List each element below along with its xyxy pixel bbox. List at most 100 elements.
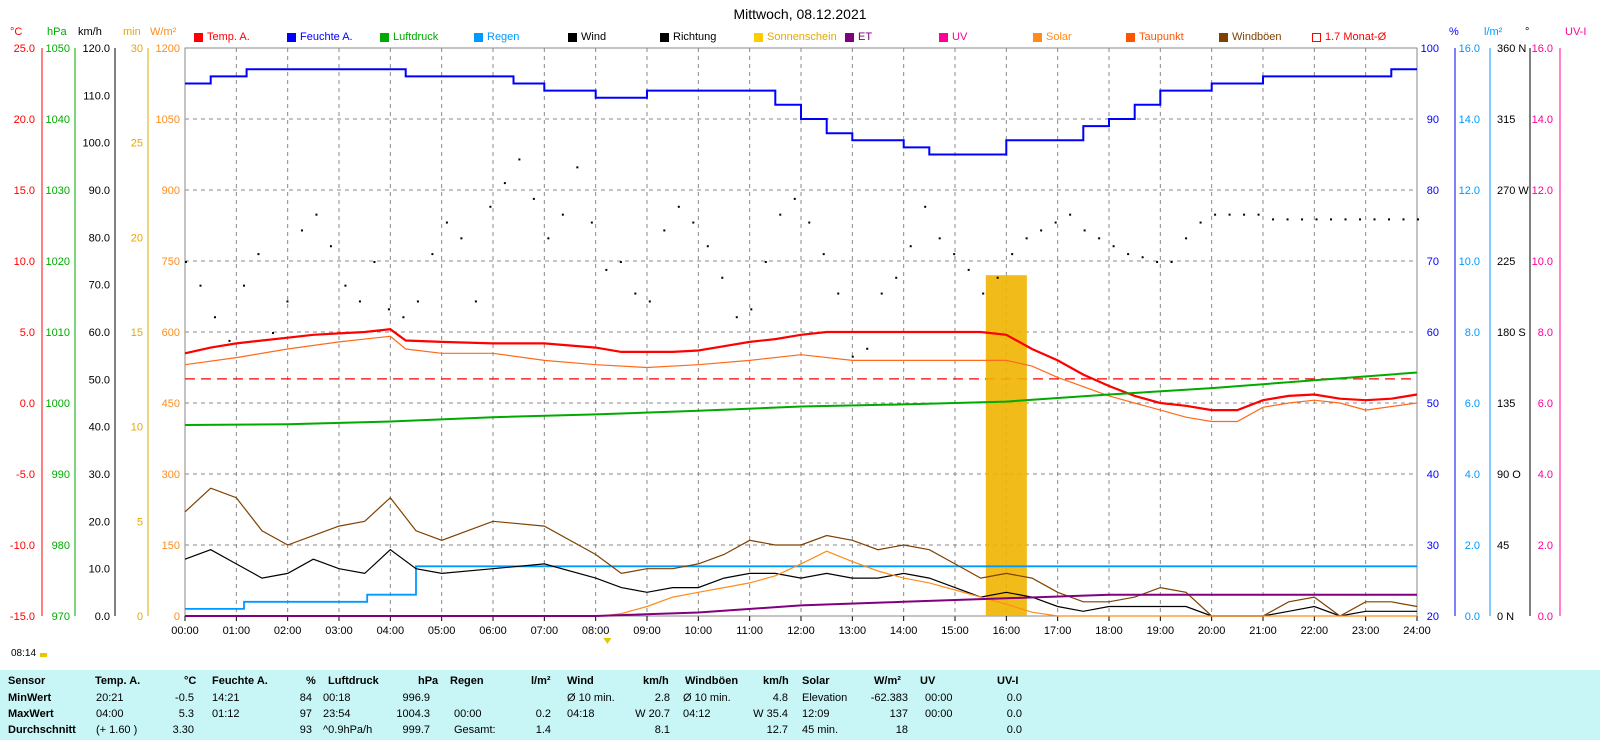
temp-tick-label: 5.0 <box>20 327 35 339</box>
legend-swatch <box>380 32 389 42</box>
direction-point <box>199 284 202 287</box>
uv-tick-label: 0.0 <box>1538 611 1553 623</box>
legend-item: UV <box>939 31 967 43</box>
sun-tick-label: 30 <box>131 43 143 55</box>
wind-tick-label: 50.0 <box>89 374 110 386</box>
legend-swatch <box>1312 32 1321 42</box>
direction-point <box>474 300 477 303</box>
direction-point <box>1344 218 1347 221</box>
sun-tick-label: 10 <box>131 422 143 434</box>
solar-tick-label: 450 <box>162 398 180 410</box>
direction-point <box>953 253 956 256</box>
humidity-tick-label: 30 <box>1427 540 1439 552</box>
pressure-tick-label: 990 <box>52 469 70 481</box>
wind-tick-label: 60.0 <box>89 327 110 339</box>
summary-cell-wind-v: 2.8 <box>654 692 670 704</box>
x-tick-label: 05:00 <box>428 625 456 637</box>
wind-tick-label: 110.0 <box>83 90 110 102</box>
legend-label: ET <box>858 31 873 43</box>
direction-point <box>286 300 289 303</box>
direction-point <box>996 276 999 279</box>
legend-label: 1.7 Monat-Ø <box>1325 31 1387 43</box>
legend-label: Luftdruck <box>393 31 439 43</box>
direction-point <box>1286 218 1289 221</box>
x-tick-label: 06:00 <box>479 625 507 637</box>
direction-point <box>1054 221 1057 224</box>
rain-tick-label: 16.0 <box>1459 43 1480 55</box>
legend-label: Taupunkt <box>1139 31 1184 43</box>
hdr-hum: Feuchte A. <box>212 675 268 687</box>
direction-point <box>213 316 216 319</box>
summary-cell-temp-t: (+ 1.60 ) <box>96 724 138 736</box>
x-tick-label: 17:00 <box>1044 625 1072 637</box>
rain-tick-label: 12.0 <box>1459 185 1480 197</box>
summary-cell-solar-v: 18 <box>895 724 908 736</box>
direction-point <box>1199 221 1202 224</box>
direction-point <box>1272 218 1275 221</box>
humidity-tick-label: 90 <box>1427 114 1439 126</box>
direction-point <box>837 292 840 295</box>
legend-swatch <box>474 32 483 42</box>
summary-cell-pres-v: 999.7 <box>402 724 430 736</box>
direction-tick-label: 315 <box>1497 114 1515 126</box>
hdr-temp-unit: °C <box>184 675 197 687</box>
direction-point <box>1315 218 1318 221</box>
direction-point <box>1388 218 1391 221</box>
sunshine-bar <box>985 275 1027 616</box>
summary-cell-rain-t: 00:00 <box>454 708 482 720</box>
series-line-temp-a- <box>184 328 1418 412</box>
direction-point <box>924 205 927 208</box>
rain-tick-label: 2.0 <box>1465 540 1480 552</box>
summary-table: Sensor Temp. A. °C Feuchte A. % Luftdruc… <box>0 670 1600 740</box>
summary-cell-uv-v: 0.0 <box>1006 724 1022 736</box>
summary-cell-gust-t: Ø 10 min. <box>683 692 731 704</box>
summary-cell-pres-t: 00:18 <box>323 692 351 704</box>
x-tick-label: 24:00 <box>1403 625 1431 637</box>
rain-unit: l/m² <box>1484 26 1503 38</box>
summary-cell-rain-v: 0.2 <box>535 708 551 720</box>
direction-point <box>808 221 811 224</box>
solar-tick-label: 750 <box>162 256 180 268</box>
hdr-hum-unit: % <box>306 675 316 687</box>
legend-item: Taupunkt <box>1126 31 1184 43</box>
uv-tick-label: 14.0 <box>1532 114 1553 126</box>
uv-tick-label: 12.0 <box>1532 185 1553 197</box>
direction-point <box>300 229 303 232</box>
wind-tick-label: 30.0 <box>89 469 110 481</box>
legend-label: Richtung <box>673 31 717 43</box>
solar-tick-label: 1200 <box>156 43 180 55</box>
summary-cell-label: Durchschnitt <box>8 724 76 736</box>
rain-tick-label: 10.0 <box>1459 256 1480 268</box>
direction-point <box>1330 218 1333 221</box>
summary-cell-uv-t: 00:00 <box>925 692 953 704</box>
direction-point <box>1069 213 1072 216</box>
direction-point <box>1228 213 1231 216</box>
summary-cell-hum-v: 84 <box>299 692 312 704</box>
x-tick-label: 15:00 <box>941 625 969 637</box>
x-tick-label: 02:00 <box>274 625 302 637</box>
hdr-pres-unit: hPa <box>418 675 439 687</box>
direction-point <box>373 261 376 263</box>
legend-swatch <box>568 32 577 42</box>
direction-tick-label: 0 N <box>1497 611 1514 623</box>
direction-point <box>242 284 245 287</box>
direction-point <box>619 261 622 263</box>
temp-tick-label: -10.0 <box>10 540 35 552</box>
x-tick-label: 13:00 <box>839 625 867 637</box>
x-tick-label: 20:00 <box>1198 625 1226 637</box>
x-tick-label: 21:00 <box>1249 625 1277 637</box>
direction-point <box>445 221 448 224</box>
legend-swatch <box>939 32 948 42</box>
uv-tick-label: 2.0 <box>1538 540 1553 552</box>
direction-tick-label: 90 O <box>1497 469 1521 481</box>
legend-swatch <box>754 32 763 42</box>
temp-unit: °C <box>10 26 23 38</box>
legend-label: Sonnenschein <box>767 31 837 43</box>
direction-point <box>895 276 898 279</box>
hdr-solar: Solar <box>802 675 830 687</box>
solar-tick-label: 0 <box>174 611 180 623</box>
direction-point <box>1141 256 1144 259</box>
direction-point <box>634 292 637 295</box>
summary-cell-wind-t: Ø 10 min. <box>567 692 615 704</box>
direction-point <box>764 261 767 263</box>
